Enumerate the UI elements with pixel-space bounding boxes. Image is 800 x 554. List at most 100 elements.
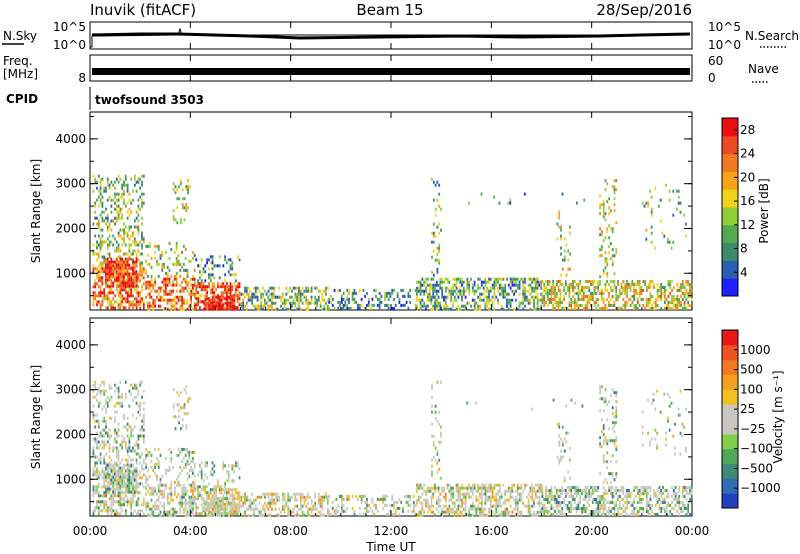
- range-cell: [376, 509, 379, 513]
- range-cell: [117, 303, 120, 307]
- range-cell: [440, 440, 442, 444]
- range-cell: [132, 189, 134, 193]
- range-cell: [130, 278, 133, 282]
- range-cell: [265, 301, 268, 305]
- range-cell: [119, 195, 122, 199]
- range-cell: [317, 498, 320, 502]
- range-cell: [461, 504, 463, 508]
- range-cell: [541, 298, 544, 301]
- range-cell: [229, 494, 232, 498]
- range-cell: [624, 292, 627, 295]
- range-cell: [186, 477, 189, 481]
- range-cell: [599, 206, 601, 210]
- range-cell: [360, 497, 363, 501]
- range-cell: [561, 486, 564, 489]
- range-cell: [123, 485, 125, 489]
- range-cell: [672, 189, 675, 193]
- range-cell: [226, 479, 228, 483]
- range-cell: [326, 304, 329, 308]
- range-cell: [276, 492, 279, 496]
- range-cell: [357, 306, 359, 310]
- range-cell: [434, 486, 436, 490]
- range-cell: [527, 301, 530, 305]
- range-cell: [231, 264, 234, 268]
- range-cell: [564, 513, 567, 516]
- range-cell: [157, 483, 160, 487]
- range-cell: [236, 503, 239, 507]
- range-cell: [172, 507, 174, 511]
- range-cell: [181, 447, 183, 451]
- range-cell: [609, 304, 612, 307]
- range-cell: [231, 285, 234, 289]
- range-cell: [566, 504, 569, 507]
- range-cell: [130, 281, 133, 285]
- range-cell: [522, 292, 525, 296]
- range-cell: [466, 280, 469, 284]
- range-cell: [179, 295, 182, 299]
- range-cell: [480, 510, 483, 514]
- range-cell: [94, 216, 97, 220]
- range-cell: [132, 470, 134, 474]
- range-cell: [301, 513, 304, 517]
- range-cell: [184, 492, 187, 496]
- range-cell: [287, 510, 290, 514]
- range-cell: [183, 486, 185, 490]
- range-cell: [141, 419, 143, 423]
- range-cell: [437, 498, 440, 502]
- range-cell: [475, 507, 478, 511]
- range-cell: [520, 301, 523, 305]
- range-cell: [236, 255, 239, 259]
- range-cell: [209, 273, 212, 277]
- range-cell: [432, 492, 435, 496]
- range-cell: [457, 498, 460, 502]
- range-cell: [199, 470, 201, 474]
- range-cell: [96, 473, 98, 477]
- range-cell: [378, 300, 381, 304]
- range-cell: [181, 501, 183, 505]
- range-cell: [548, 283, 551, 286]
- range-cell: [211, 513, 214, 517]
- range-cell: [331, 303, 334, 307]
- velocity-data: [92, 380, 693, 517]
- range-cell: [287, 495, 290, 499]
- range-cell: [97, 195, 100, 199]
- range-cell: [108, 481, 111, 485]
- range-cell: [475, 495, 478, 499]
- range-cell: [444, 304, 447, 308]
- range-cell: [396, 294, 399, 298]
- range-cell: [119, 478, 122, 482]
- range-cell: [130, 478, 133, 482]
- range-cell: [211, 510, 214, 514]
- range-cell: [157, 244, 160, 248]
- range-cell: [208, 501, 211, 505]
- range-cell: [527, 510, 530, 514]
- range-cell: [482, 286, 485, 290]
- range-cell: [254, 292, 257, 296]
- range-cell: [645, 237, 648, 241]
- range-cell: [564, 504, 567, 507]
- range-cell: [208, 258, 210, 262]
- range-cell: [132, 300, 134, 304]
- range-cell: [240, 304, 243, 308]
- range-cell: [534, 307, 537, 311]
- range-cell: [307, 501, 309, 505]
- range-cell: [545, 486, 547, 489]
- range-cell: [534, 483, 537, 487]
- range-cell: [215, 301, 218, 305]
- range-cell: [416, 298, 418, 302]
- range-cell: [96, 461, 98, 465]
- range-cell: [112, 303, 115, 307]
- range-cell: [638, 507, 641, 510]
- range-cell: [595, 292, 598, 295]
- range-cell: [498, 486, 501, 490]
- range-cell: [581, 489, 583, 492]
- range-cell: [387, 297, 390, 301]
- range-cell: [677, 189, 680, 193]
- range-cell: [597, 283, 600, 286]
- range-cell: [106, 463, 109, 467]
- range-cell: [94, 177, 97, 181]
- range-cell: [470, 304, 472, 308]
- range-cell: [110, 266, 113, 270]
- range-cell: [249, 295, 252, 299]
- range-cell: [128, 463, 131, 467]
